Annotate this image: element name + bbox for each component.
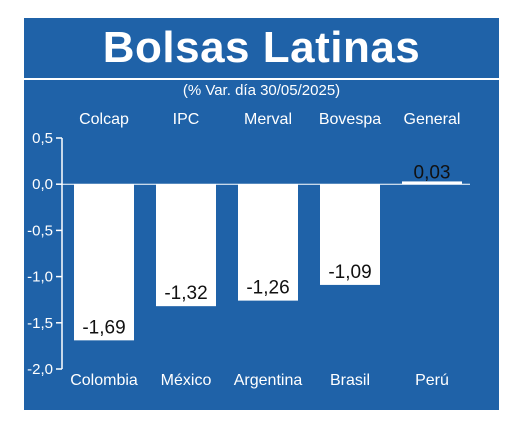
- bar-value-label: -1,69: [82, 317, 125, 338]
- y-tick-label: 0,5: [32, 130, 53, 147]
- y-tick-label: -1,5: [27, 315, 53, 332]
- bar-value-label: -1,32: [164, 283, 207, 304]
- bar: [402, 181, 462, 185]
- index-name-label: Merval: [244, 111, 292, 128]
- country-label: Perú: [415, 372, 449, 389]
- bar-value-label: -1,09: [328, 262, 371, 283]
- title-divider: [24, 78, 499, 80]
- country-label: Colombia: [70, 372, 138, 389]
- bar-value-label: -1,26: [246, 278, 289, 299]
- index-name-label: Colcap: [79, 111, 129, 128]
- index-name-label: General: [404, 111, 461, 128]
- chart-subtitle: (% Var. día 30/05/2025): [182, 82, 341, 99]
- index-name-label: Bovespa: [319, 111, 381, 128]
- bar: [156, 184, 216, 307]
- bar: [74, 184, 134, 341]
- index-name-label: IPC: [173, 111, 200, 128]
- y-tick-label: -2,0: [27, 361, 53, 378]
- y-tick-label: -0,5: [27, 222, 53, 239]
- country-label: Brasil: [330, 372, 370, 389]
- chart-title: Bolsas Latinas: [102, 23, 421, 72]
- bar: [238, 184, 298, 301]
- y-tick-label: 0,0: [32, 176, 53, 193]
- bar-value-label: 0,03: [414, 162, 451, 183]
- country-label: Argentina: [234, 372, 303, 389]
- country-label: México: [161, 372, 212, 389]
- bar: [320, 184, 380, 285]
- y-tick-label: -1,0: [27, 269, 53, 286]
